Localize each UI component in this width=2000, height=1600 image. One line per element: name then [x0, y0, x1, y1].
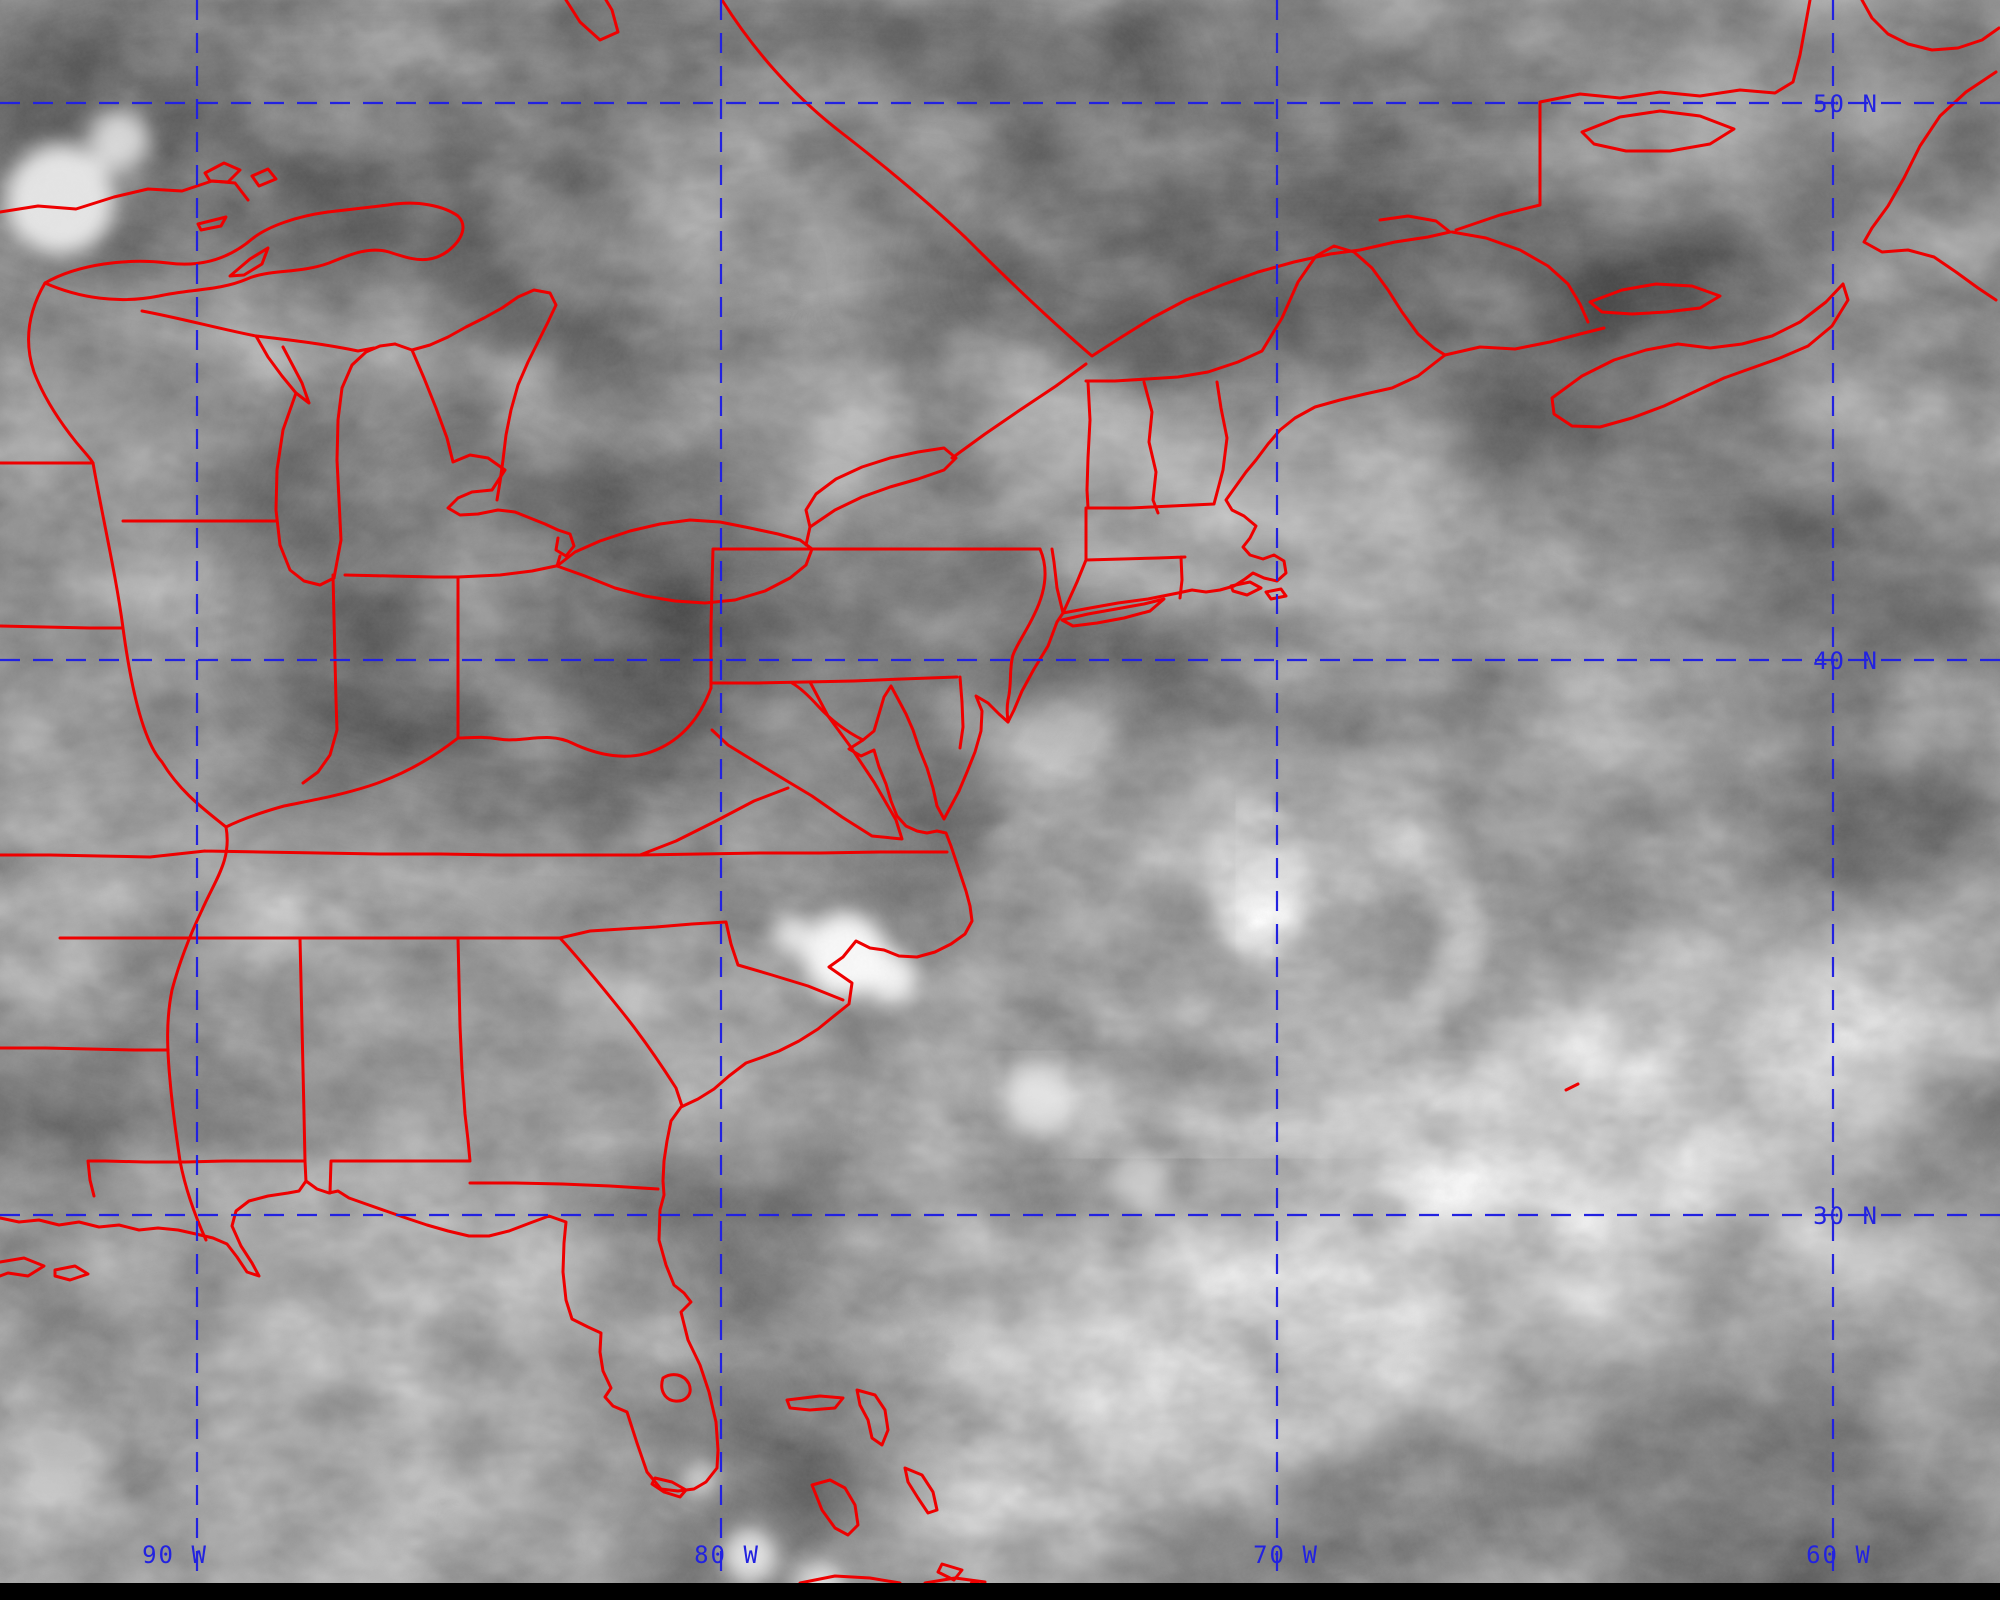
keweenaw-peninsula — [228, 246, 270, 278]
us-canada-border-45n — [1084, 244, 1447, 383]
nova-scotia-outline — [1550, 282, 1850, 429]
mississippi-river — [91, 461, 229, 1242]
marthas-vineyard — [1229, 580, 1263, 597]
james-bay-line — [564, 0, 620, 42]
atlantic-gulf-coastline — [0, 353, 1447, 1493]
quebec-north-shore — [1454, 0, 1812, 232]
latitude-label-30n: 30 N — [1813, 1202, 1879, 1230]
mn-ontario-border — [0, 179, 250, 214]
florida-keys — [650, 1476, 688, 1499]
latitude-label-50n: 50 N — [1813, 90, 1879, 118]
deep-south-borders — [86, 936, 660, 1198]
abaco — [855, 1388, 890, 1447]
state-borders-mid-atlantic — [709, 547, 1047, 750]
longitude-label-70w: 70 W — [1253, 1541, 1319, 1569]
niagara-river — [804, 525, 812, 547]
prince-edward-island — [1588, 282, 1722, 316]
latitude-label-40n: 40 N — [1813, 647, 1879, 675]
new-brunswick-coast — [1450, 230, 1590, 324]
lake-okeechobee — [660, 1373, 692, 1403]
state-borders-south — [0, 786, 949, 1052]
ohio-river-wv — [224, 680, 904, 841]
green-bay — [254, 334, 311, 405]
michigan-thumb-saginaw — [410, 348, 560, 532]
lake-ontario-outline — [804, 446, 958, 529]
louisiana-marsh — [0, 1256, 90, 1282]
bermuda — [1564, 1082, 1580, 1092]
st-lawrence-river — [950, 362, 1088, 460]
status-bar: GOES-19 10.3-12.3UM BAND 13-15 RANGE=-4K… — [0, 1583, 2000, 1600]
top-right-coast — [1860, 0, 2000, 52]
long-island — [1060, 597, 1166, 628]
longitude-label-60w: 60 W — [1806, 1541, 1872, 1569]
state-borders-northeast — [1050, 380, 1229, 615]
grand-bahama — [785, 1394, 845, 1412]
nantucket — [1264, 587, 1288, 601]
small-bahama-islands — [936, 1562, 981, 1583]
ottawa-quebec-line — [720, 0, 1452, 358]
lake-huron-georgian-bay — [393, 288, 558, 502]
cuba-north-coast — [798, 1574, 987, 1583]
lake-michigan-west-shore — [274, 391, 336, 587]
eleuthera — [903, 1466, 939, 1515]
newfoundland-west-coast — [1862, 70, 1998, 302]
carolinas-georgia-borders — [558, 920, 845, 1108]
state-borders-midwest — [0, 281, 558, 785]
anticosti-island — [1580, 109, 1736, 153]
isle-royale — [196, 215, 228, 232]
lake-michigan-east-shore — [332, 342, 397, 580]
bay-of-fundy — [1443, 326, 1606, 357]
lake-superior-outline — [43, 201, 465, 302]
longitude-label-80w: 80 W — [694, 1541, 760, 1569]
longitude-label-90w: 90 W — [142, 1541, 208, 1569]
lake-nipigon — [203, 161, 278, 188]
andros — [810, 1478, 860, 1537]
